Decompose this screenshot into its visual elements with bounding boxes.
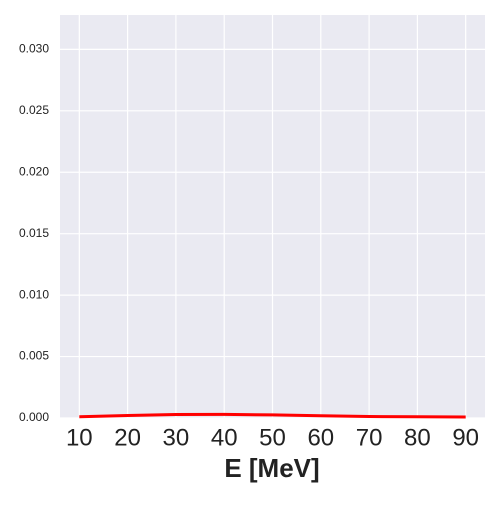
x-tick-label: 70 (356, 424, 383, 451)
x-tick-label: 20 (114, 424, 141, 451)
y-tick-label: 0.025 (19, 103, 49, 117)
y-tick-label: 0.030 (19, 42, 49, 56)
x-tick-label: 80 (404, 424, 431, 451)
x-axis-label: E [MeV] (224, 453, 319, 483)
x-tick-label: 90 (452, 424, 479, 451)
y-tick-label: 0.010 (19, 287, 49, 301)
y-tick-label: 0.015 (19, 226, 49, 240)
x-tick-label: 60 (307, 424, 334, 451)
y-tick-label: 0.020 (19, 164, 49, 178)
data-line (79, 412, 466, 419)
x-tick-label: 40 (211, 424, 238, 451)
y-tick-label: 0.000 (19, 410, 49, 424)
x-tick-label: 10 (66, 424, 93, 451)
x-tick-label: 30 (163, 424, 190, 451)
x-tick-label: 50 (259, 424, 286, 451)
y-tick-label: 0.005 (19, 349, 49, 363)
